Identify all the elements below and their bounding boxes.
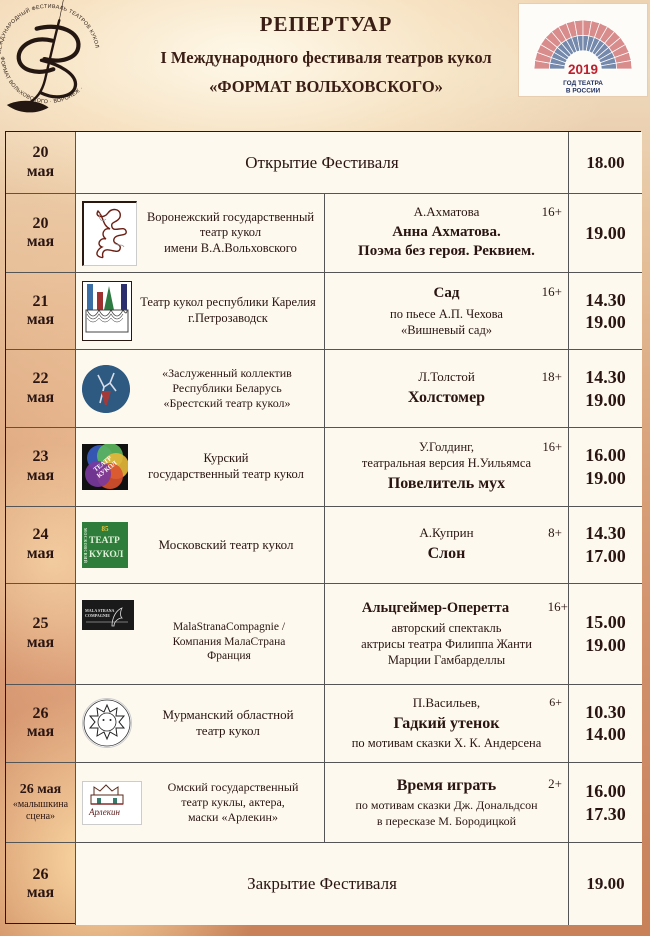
svg-text:МЕЖДУНАРОДНЫЙ ФЕСТИВАЛЬ ТЕАТРО: МЕЖДУНАРОДНЫЙ ФЕСТИВАЛЬ ТЕАТРОВ КУКОЛ	[0, 4, 100, 55]
svg-text:ГОД ТЕАТРА: ГОД ТЕАТРА	[563, 80, 603, 87]
svg-text:В РОССИИ: В РОССИИ	[566, 87, 601, 94]
svg-text:ФОРМАТ ВОЛЬХОВСКОГО · ВОРОНЕЖ: ФОРМАТ ВОЛЬХОВСКОГО · ВОРОНЕЖ ·	[0, 56, 85, 105]
svg-text:2019: 2019	[568, 62, 598, 77]
svg-text:Арлекин: Арлекин	[88, 807, 121, 817]
